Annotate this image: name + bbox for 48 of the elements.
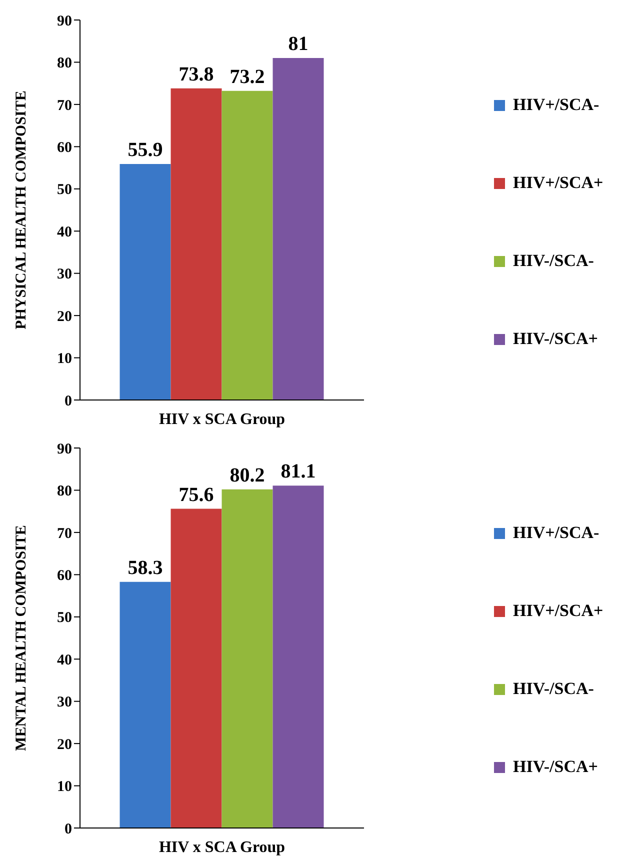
y-tick-label: 30 (57, 694, 72, 711)
bar (120, 582, 171, 828)
data-label: 55.9 (128, 138, 163, 161)
y-tick-label: 20 (57, 308, 72, 325)
legend-label: HIV-/SCA+ (513, 757, 598, 777)
y-tick-label: 70 (57, 526, 72, 542)
bar (272, 486, 324, 828)
y-tick-label: 0 (64, 393, 72, 410)
y-tick-label: 40 (57, 224, 72, 240)
legend-label: HIV-/SCA- (513, 251, 594, 271)
y-axis-title: MENTAL HEALTH COMPOSITE (13, 525, 30, 751)
y-tick-label: 70 (57, 98, 72, 114)
y-tick-label: 60 (57, 568, 72, 584)
y-tick-label: 50 (57, 182, 72, 198)
y-tick-label: 20 (57, 736, 72, 753)
x-axis-title: HIV x SCA Group (158, 411, 286, 428)
bar (120, 164, 171, 400)
y-tick-label: 40 (57, 652, 72, 668)
y-tick-label: 80 (57, 56, 72, 72)
legend-label: HIV+/SCA+ (513, 601, 604, 621)
data-label: 81.1 (280, 460, 316, 483)
data-label: 75.6 (178, 484, 214, 506)
x-axis-title: HIV x SCA Group (158, 839, 286, 856)
bar (170, 88, 222, 400)
bar (170, 508, 222, 828)
y-tick-label: 10 (57, 351, 72, 368)
data-label: 73.8 (178, 63, 214, 86)
legend-label: HIV+/SCA+ (513, 173, 604, 193)
bar (272, 58, 324, 400)
legend-label: HIV+/SCA- (513, 523, 600, 543)
bar (222, 489, 273, 828)
y-tick-label: 60 (57, 140, 72, 156)
y-tick-label: 90 (57, 13, 72, 30)
y-tick-label: 10 (57, 779, 72, 796)
data-label: 58.3 (128, 556, 163, 579)
bar (222, 90, 273, 400)
y-tick-label: 90 (57, 441, 72, 458)
y-axis-title: PHYSICAL HEALTH COMPOSITE (13, 90, 30, 330)
legend-label: HIV-/SCA- (513, 679, 594, 699)
legend-label: HIV+/SCA- (513, 95, 600, 115)
data-label: 81 (288, 33, 308, 55)
y-tick-label: 50 (57, 610, 72, 626)
data-label: 80.2 (230, 464, 265, 486)
y-tick-label: 0 (64, 821, 72, 838)
legend-label: HIV-/SCA+ (513, 329, 598, 349)
y-tick-label: 30 (57, 266, 72, 283)
y-tick-label: 80 (57, 484, 72, 500)
data-label: 73.2 (230, 66, 265, 88)
